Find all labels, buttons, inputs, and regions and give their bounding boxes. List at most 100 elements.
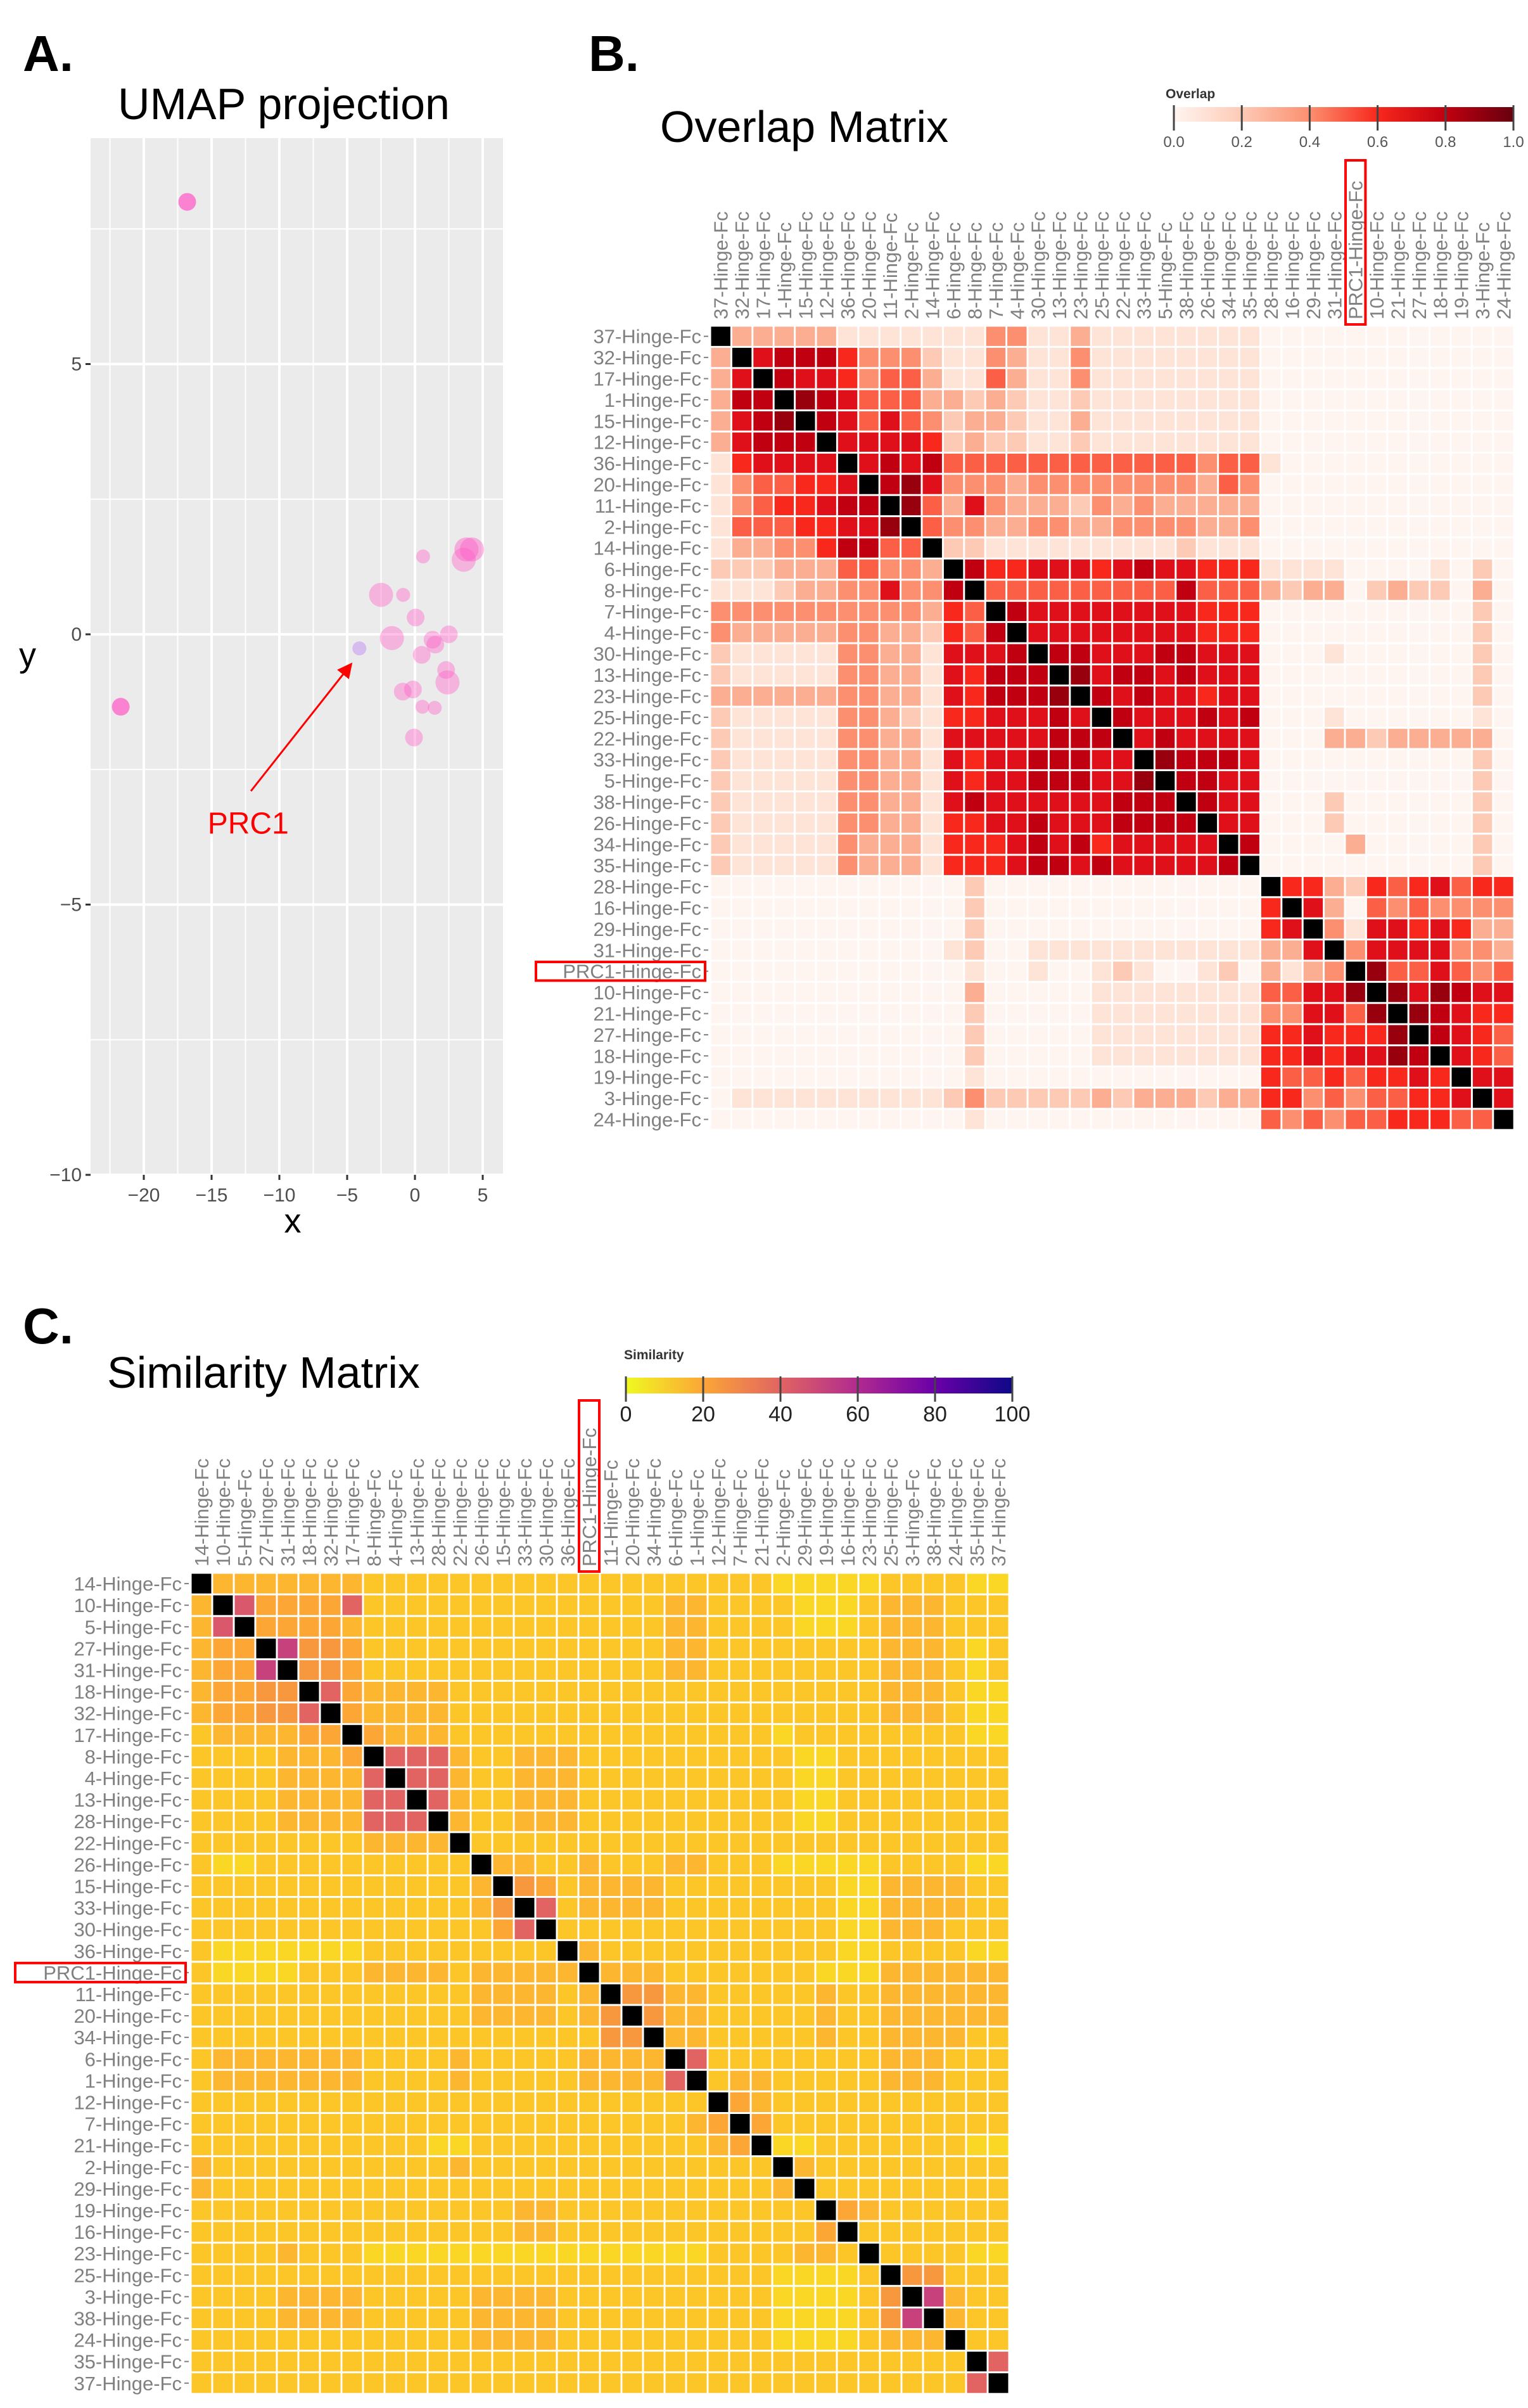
overlap-cell (1366, 326, 1387, 346)
overlap-cell (1240, 876, 1259, 897)
overlap-cell (1430, 855, 1450, 875)
similarity-cell (665, 2092, 685, 2112)
similarity-cell (536, 2027, 556, 2047)
overlap-cell (1092, 1110, 1112, 1129)
overlap-cell (965, 538, 984, 558)
scatter-point (111, 698, 130, 716)
overlap-cell (1346, 1110, 1365, 1129)
similarity-cell (407, 2092, 427, 2112)
overlap-row-label: 18-Hinge-Fc (593, 1045, 701, 1067)
similarity-cell (924, 2157, 944, 2177)
similarity-diagonal-cell (450, 1833, 470, 1853)
overlap-cell (880, 982, 900, 1002)
similarity-cell (428, 2027, 449, 2047)
similarity-cell (730, 2049, 750, 2069)
similarity-cell (557, 1682, 578, 1702)
similarity-cell (364, 2286, 384, 2307)
similarity-cell (579, 1811, 599, 1831)
similarity-cell (837, 1638, 858, 1658)
overlap-cell (1049, 898, 1069, 918)
similarity-cell (967, 1660, 987, 1680)
similarity-cell (493, 2157, 513, 2177)
overlap-cell (901, 1110, 921, 1129)
overlap-cell (817, 876, 836, 897)
similarity-cell (514, 2373, 535, 2393)
similarity-diagonal-cell (385, 1768, 405, 1788)
similarity-cell (428, 1595, 449, 1615)
similarity-cell (450, 1919, 470, 1940)
overlap-cell (837, 898, 858, 918)
overlap-cell (1409, 538, 1429, 558)
overlap-cell (817, 1046, 836, 1066)
similarity-cell (730, 1682, 750, 1702)
similarity-cell (536, 2265, 556, 2285)
overlap-column-label: 11-Hinge-Fc (879, 213, 901, 319)
similarity-cell (277, 2200, 298, 2220)
overlap-diagonal-cell (1049, 665, 1069, 685)
similarity-cell (751, 1984, 772, 2004)
similarity-cell (579, 1876, 599, 1896)
similarity-cell (967, 2049, 987, 2069)
similarity-cell (751, 1746, 772, 1767)
similarity-cell (277, 1941, 298, 1961)
similarity-cell (794, 1595, 815, 1615)
similarity-cell (407, 1725, 427, 1745)
similarity-cell (493, 2200, 513, 2220)
overlap-cell (943, 813, 964, 833)
overlap-cell (774, 792, 794, 812)
similarity-cell (816, 1876, 836, 1896)
overlap-cell (1451, 1025, 1471, 1045)
similarity-cell (687, 1682, 707, 1702)
overlap-cell (774, 707, 794, 727)
similarity-cell (557, 1660, 578, 1680)
overlap-cell (1134, 855, 1154, 875)
similarity-cell (364, 2027, 384, 2047)
similarity-row-label: 29-Hinge-Fc (73, 2178, 182, 2200)
similarity-cell (967, 1682, 987, 1702)
overlap-cell (1346, 1046, 1365, 1066)
similarity-cell (407, 1617, 427, 1637)
similarity-cell (687, 1638, 707, 1658)
similarity-cell (988, 1682, 1009, 1702)
similarity-cell (536, 1876, 556, 1896)
similarity-cell (730, 1963, 750, 1983)
overlap-cell (965, 707, 984, 727)
overlap-cell (1494, 390, 1513, 410)
similarity-cell (256, 1919, 276, 1940)
similarity-row-label: 36-Hinge-Fc (73, 1940, 182, 1963)
overlap-cell (837, 961, 858, 981)
overlap-cell (753, 813, 773, 833)
overlap-cell (986, 707, 1006, 727)
similarity-cell (837, 1941, 858, 1961)
overlap-cell (1388, 580, 1408, 600)
overlap-cell (1472, 1046, 1493, 1066)
overlap-cell (1451, 580, 1471, 600)
similarity-cell (213, 2136, 233, 2156)
similarity-cell (902, 1768, 922, 1788)
overlap-cell (1007, 750, 1027, 769)
overlap-cell (753, 538, 773, 558)
overlap-cell (1028, 369, 1048, 388)
overlap-cell (965, 496, 984, 516)
similarity-cell (665, 2006, 685, 2026)
similarity-cell (859, 1768, 879, 1788)
similarity-cell (493, 2265, 513, 2285)
similarity-cell (988, 1898, 1009, 1918)
overlap-cell (732, 580, 752, 600)
similarity-cell (751, 2200, 772, 2220)
similarity-cell (708, 1682, 729, 1702)
overlap-cell (1409, 326, 1429, 346)
prc1-arrow (250, 662, 353, 792)
similarity-cell (687, 1703, 707, 1724)
overlap-cell (1282, 792, 1302, 812)
overlap-cell (1388, 623, 1408, 643)
legend-tick-label: 0.0 (1163, 134, 1184, 151)
similarity-cell (364, 1595, 384, 1615)
similarity-cell (256, 1617, 276, 1637)
similarity-cell (730, 1876, 750, 1896)
similarity-cell (407, 1919, 427, 1940)
similarity-cell (816, 1682, 836, 1702)
similarity-cell (385, 1854, 405, 1874)
similarity-cell (536, 2114, 556, 2134)
similarity-cell (945, 2114, 965, 2134)
